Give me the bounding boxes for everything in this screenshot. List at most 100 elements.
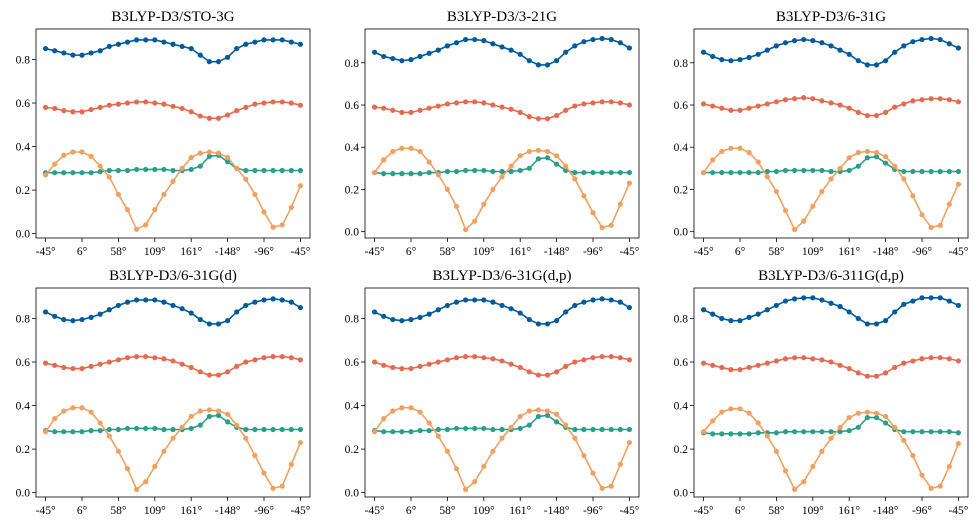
data-point	[481, 201, 487, 207]
data-point	[463, 36, 469, 43]
data-point	[792, 355, 798, 361]
data-point	[919, 472, 925, 478]
data-point	[252, 191, 258, 198]
data-point	[792, 226, 798, 233]
data-point	[608, 297, 614, 303]
data-point	[626, 169, 633, 176]
data-point	[124, 39, 131, 45]
data-point	[124, 167, 131, 174]
data-point	[719, 431, 725, 437]
data-point	[590, 169, 596, 176]
data-point	[426, 169, 432, 176]
data-point	[810, 96, 816, 102]
data-point	[719, 148, 725, 155]
data-point	[297, 41, 304, 47]
data-point	[499, 302, 505, 309]
data-point	[508, 306, 514, 312]
data-point	[617, 355, 623, 361]
data-point	[435, 426, 441, 433]
data-point	[764, 174, 770, 180]
data-point	[206, 115, 212, 121]
data-point	[435, 433, 441, 439]
data-point	[408, 145, 414, 151]
data-point	[782, 167, 789, 174]
data-point	[937, 168, 943, 175]
chart-panel-2: B3LYP-D3/3-21G 0.0 0.2 0.4 0.6 0.8 -45° 6° 58° 10…	[345, 9, 640, 258]
data-point	[225, 54, 231, 60]
data-point	[297, 439, 304, 446]
data-point	[819, 297, 825, 303]
data-point	[61, 316, 67, 323]
data-point	[444, 448, 450, 454]
data-point	[928, 355, 934, 361]
data-point	[499, 174, 505, 180]
data-point	[728, 58, 734, 64]
data-point	[782, 468, 789, 474]
data-point	[435, 307, 441, 313]
data-point	[626, 45, 633, 51]
data-point	[599, 353, 605, 360]
data-point	[79, 429, 85, 435]
data-point	[472, 167, 478, 174]
data-point	[243, 435, 249, 441]
data-point	[764, 47, 770, 53]
data-point	[910, 358, 916, 364]
data-point	[617, 299, 623, 305]
data-point	[188, 310, 194, 316]
data-point	[590, 100, 596, 106]
data-point	[88, 428, 94, 434]
plot-frame	[693, 28, 969, 239]
data-point	[252, 426, 258, 433]
data-point	[755, 159, 761, 165]
data-point	[599, 426, 605, 433]
data-point	[106, 167, 112, 174]
y-tick-label: 0.6	[345, 100, 360, 112]
data-point	[188, 413, 194, 420]
x-tick-label: -96°	[583, 505, 603, 517]
data-point	[288, 299, 294, 305]
data-point	[910, 98, 916, 104]
data-point	[626, 180, 633, 186]
data-point	[746, 431, 752, 437]
data-point	[572, 359, 578, 365]
data-point	[928, 295, 934, 301]
data-point	[508, 47, 514, 53]
data-point	[946, 463, 952, 470]
data-point	[554, 153, 560, 159]
y-tick-label: 0.8	[345, 58, 360, 70]
data-point	[955, 302, 962, 309]
data-point	[106, 359, 112, 365]
data-point	[270, 224, 276, 230]
data-point	[728, 318, 734, 324]
data-point	[371, 359, 378, 365]
data-point	[143, 479, 149, 485]
data-point	[61, 50, 67, 56]
data-point	[792, 429, 798, 435]
data-point	[883, 58, 889, 64]
data-point	[892, 424, 898, 430]
data-point	[617, 426, 623, 433]
data-point	[261, 297, 267, 303]
data-point	[526, 58, 532, 64]
data-point	[472, 353, 478, 360]
data-point	[143, 166, 149, 173]
data-point	[161, 191, 167, 198]
data-point	[70, 405, 76, 411]
data-point	[581, 453, 587, 459]
data-point	[590, 470, 596, 476]
data-point	[197, 422, 203, 428]
data-point	[88, 170, 94, 176]
data-point	[700, 429, 707, 435]
data-point	[399, 365, 405, 372]
data-point	[79, 365, 85, 372]
data-point	[873, 414, 880, 421]
x-tick-label: -45°	[619, 505, 639, 517]
data-point	[490, 186, 496, 193]
y-tick-label: 0.8	[16, 313, 31, 325]
data-point	[499, 426, 505, 433]
data-point	[215, 115, 222, 121]
data-point	[399, 145, 405, 151]
data-point	[152, 207, 158, 213]
data-point	[481, 297, 487, 303]
data-point	[846, 155, 852, 161]
